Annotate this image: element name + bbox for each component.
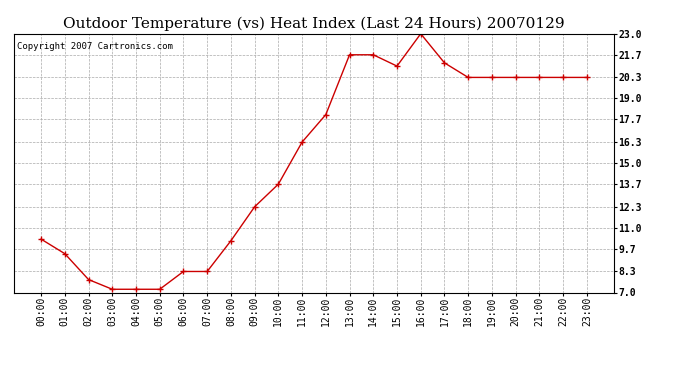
- Text: Copyright 2007 Cartronics.com: Copyright 2007 Cartronics.com: [17, 42, 172, 51]
- Title: Outdoor Temperature (vs) Heat Index (Last 24 Hours) 20070129: Outdoor Temperature (vs) Heat Index (Las…: [63, 17, 564, 31]
